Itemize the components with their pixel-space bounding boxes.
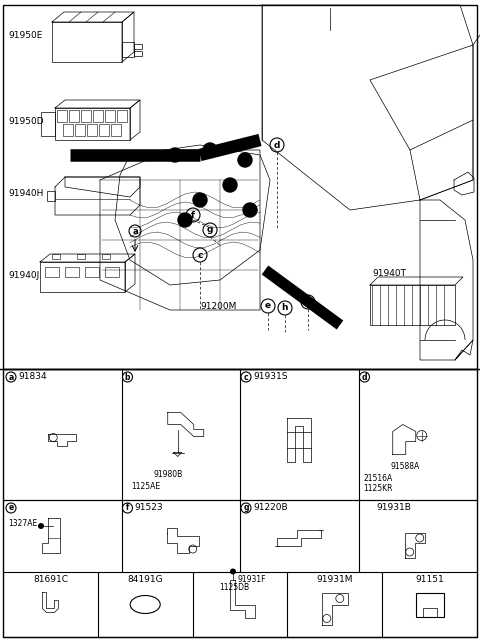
Circle shape — [38, 523, 44, 529]
Bar — [105, 110, 115, 122]
Bar — [105, 267, 119, 277]
Text: g: g — [243, 503, 249, 512]
Bar — [134, 51, 142, 56]
Text: e: e — [265, 302, 271, 311]
Text: 91950E: 91950E — [8, 31, 42, 40]
Bar — [52, 254, 60, 259]
Text: 91931S: 91931S — [253, 372, 288, 381]
Text: 91523: 91523 — [134, 503, 163, 512]
Bar — [40, 262, 125, 292]
Text: 1125DB: 1125DB — [219, 583, 249, 592]
Bar — [99, 124, 109, 136]
Circle shape — [193, 193, 207, 207]
Text: 91940T: 91940T — [372, 269, 406, 278]
Bar — [47, 191, 55, 201]
Text: 84191G: 84191G — [127, 575, 163, 584]
Bar — [117, 110, 127, 122]
Bar — [416, 593, 444, 616]
Text: 91931F: 91931F — [238, 575, 266, 584]
Bar — [3, 369, 477, 637]
Text: a: a — [132, 227, 138, 236]
Text: 91940H: 91940H — [8, 189, 43, 198]
Bar — [65, 267, 79, 277]
Bar — [3, 5, 477, 369]
Bar — [134, 44, 142, 49]
Text: f: f — [191, 211, 195, 220]
Text: b: b — [125, 372, 130, 381]
Text: h: h — [282, 304, 288, 313]
Text: b: b — [305, 297, 311, 306]
Bar — [370, 285, 455, 325]
Text: 91980B: 91980B — [154, 470, 183, 479]
Bar — [87, 124, 97, 136]
Bar — [93, 110, 103, 122]
Circle shape — [238, 153, 252, 167]
Text: e: e — [8, 503, 13, 512]
Text: d: d — [362, 372, 367, 381]
Text: 1125AE: 1125AE — [132, 482, 161, 491]
Circle shape — [203, 143, 217, 157]
Text: 91834: 91834 — [18, 372, 47, 381]
Bar — [75, 124, 85, 136]
Text: c: c — [197, 250, 203, 259]
Bar — [102, 254, 110, 259]
Circle shape — [223, 178, 237, 192]
Text: 91931B: 91931B — [376, 503, 411, 512]
Circle shape — [243, 203, 257, 217]
Text: 91950D: 91950D — [8, 117, 44, 126]
Bar — [122, 42, 134, 57]
Text: d: d — [274, 141, 280, 150]
Text: 91588A: 91588A — [391, 462, 420, 471]
Text: 91151: 91151 — [415, 575, 444, 584]
Bar — [45, 267, 59, 277]
Circle shape — [230, 569, 236, 575]
Text: f: f — [126, 503, 129, 512]
Text: c: c — [244, 372, 248, 381]
Text: 91200M: 91200M — [200, 302, 236, 311]
Text: 1125KR: 1125KR — [363, 484, 393, 493]
Text: 81691C: 81691C — [33, 575, 68, 584]
Bar — [55, 108, 130, 140]
Text: 1327AE: 1327AE — [8, 519, 37, 528]
Text: g: g — [207, 225, 213, 234]
Bar — [69, 110, 79, 122]
Bar — [111, 124, 121, 136]
Text: 21516A: 21516A — [363, 474, 393, 483]
Bar — [57, 110, 67, 122]
Text: 91931M: 91931M — [316, 575, 353, 584]
Circle shape — [178, 213, 192, 227]
Text: 91220B: 91220B — [253, 503, 288, 512]
Bar — [41, 112, 55, 136]
Text: a: a — [8, 372, 13, 381]
Bar — [85, 267, 99, 277]
Text: 91940J: 91940J — [8, 270, 39, 279]
Bar — [63, 124, 73, 136]
Circle shape — [168, 148, 182, 162]
Bar — [81, 110, 91, 122]
Bar — [77, 254, 85, 259]
